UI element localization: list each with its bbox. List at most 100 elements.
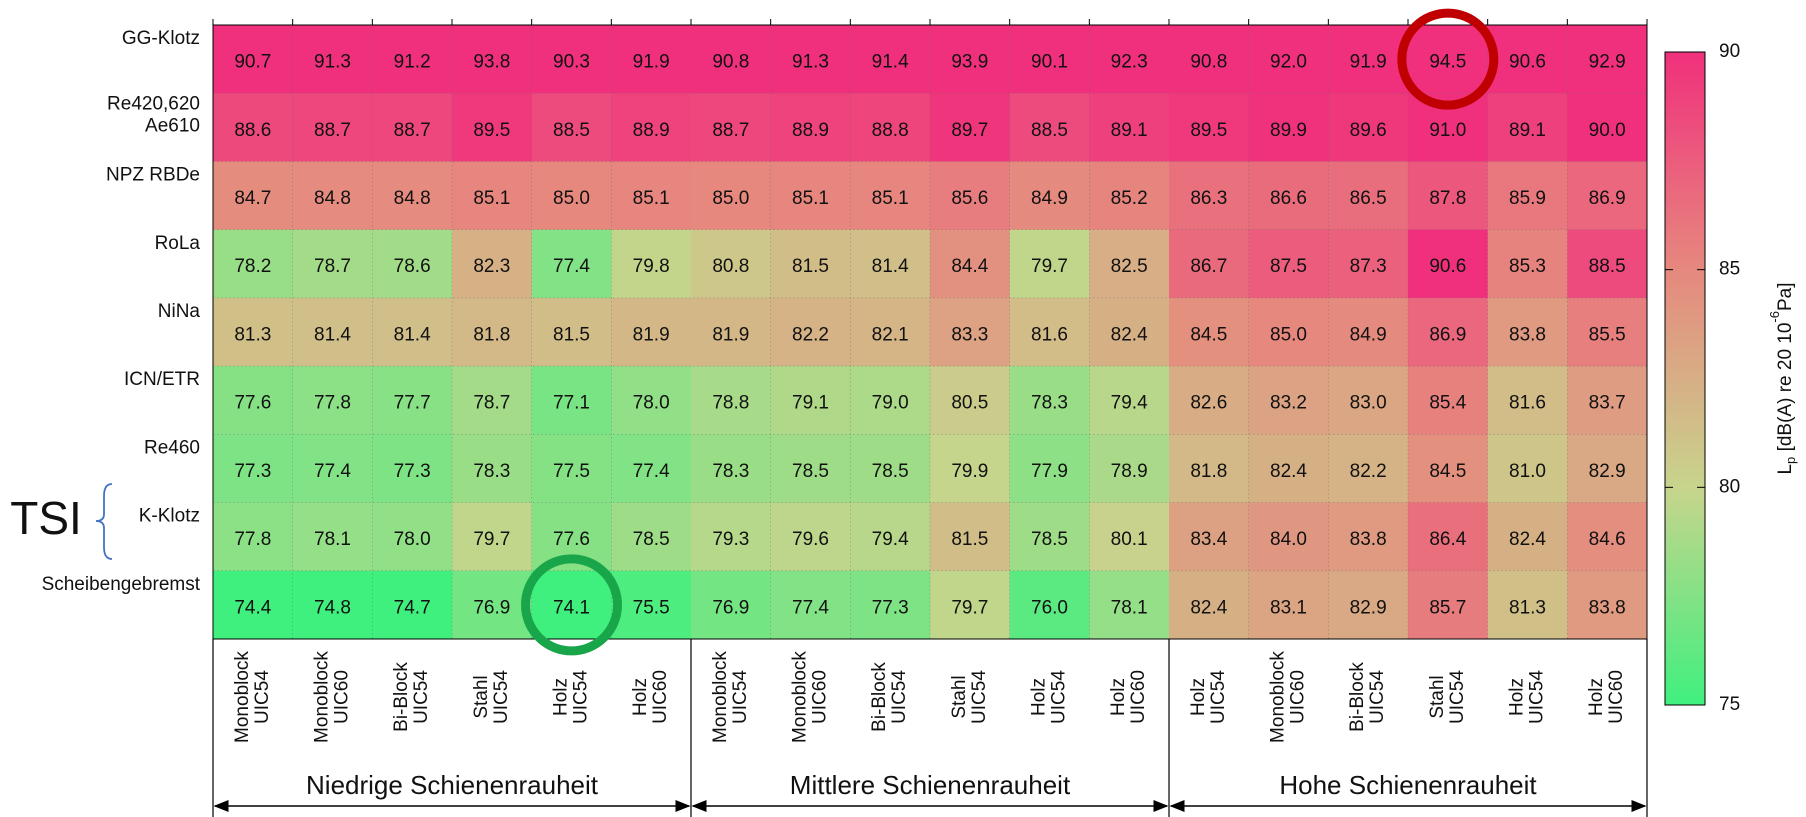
group-label: Mittlere Schienenrauheit [790, 770, 1071, 800]
value-label: 85.1 [633, 188, 670, 209]
x-tick-label: UIC54 [1208, 670, 1229, 724]
value-label: 91.4 [872, 52, 909, 73]
value-label: 78.8 [712, 393, 749, 414]
cell [292, 297, 373, 367]
value-label: 78.5 [872, 461, 909, 482]
cell [1009, 229, 1090, 299]
value-label: 90.0 [1589, 120, 1626, 141]
value-label: 85.6 [951, 188, 988, 209]
cell [691, 297, 772, 367]
cell [1009, 297, 1090, 367]
cell [452, 366, 533, 435]
group-label: Niedrige Schienenrauheit [306, 770, 599, 800]
value-label: 85.0 [1270, 324, 1307, 345]
cell [452, 570, 533, 640]
cell [850, 366, 931, 435]
row-label: Ae610 [145, 115, 200, 136]
x-tick-label: UIC54 [1447, 670, 1468, 724]
value-label: 84.4 [951, 256, 988, 277]
value-label: 87.8 [1429, 188, 1466, 209]
x-tick-label: Holz [551, 678, 572, 716]
cell [850, 570, 931, 640]
value-label: 86.7 [1190, 256, 1227, 277]
value-label: 81.6 [1031, 324, 1068, 345]
cell [1487, 93, 1568, 162]
cell [611, 502, 692, 572]
value-label: 86.3 [1190, 188, 1227, 209]
cell [611, 161, 692, 231]
value-label: 85.4 [1429, 393, 1466, 414]
value-label: 81.9 [712, 324, 749, 345]
value-label: 77.5 [553, 461, 590, 482]
value-label: 83.8 [1350, 529, 1387, 550]
cell [1408, 434, 1489, 504]
row-label: NPZ RBDe [106, 165, 200, 186]
cell [1089, 297, 1170, 367]
cell [452, 434, 533, 504]
cell [770, 161, 851, 231]
cell [1169, 434, 1250, 504]
value-label: 88.6 [234, 120, 271, 141]
cell [930, 93, 1011, 162]
value-label: 85.1 [872, 188, 909, 209]
value-label: 82.2 [792, 324, 829, 345]
cell [1009, 502, 1090, 572]
cell [1169, 93, 1250, 162]
plot-frame [212, 24, 1648, 640]
value-label: 78.1 [1111, 597, 1148, 618]
x-tick-label: Holz [1586, 678, 1607, 716]
cell [770, 25, 851, 94]
cell [1328, 366, 1409, 435]
value-label: 88.5 [553, 120, 590, 141]
value-label: 87.3 [1350, 256, 1387, 277]
x-tick-label: Stahl [1427, 675, 1448, 718]
value-label: 81.6 [1509, 393, 1546, 414]
value-label: 81.8 [473, 324, 510, 345]
cell [1567, 297, 1648, 367]
value-label: 76.9 [473, 597, 510, 618]
cell [1328, 297, 1409, 367]
value-label: 91.9 [633, 52, 670, 73]
cell [930, 229, 1011, 299]
value-label: 81.8 [1190, 461, 1227, 482]
x-tick-label: Holz [1029, 678, 1050, 716]
cell [1248, 229, 1329, 299]
value-label: 80.5 [951, 393, 988, 414]
row-label: Scheibengebremst [42, 574, 201, 595]
cell [213, 297, 294, 367]
cell [1169, 25, 1250, 94]
value-label: 81.5 [553, 324, 590, 345]
cell [1487, 161, 1568, 231]
x-tick-label: UIC54 [1367, 670, 1388, 724]
value-label: 85.7 [1429, 597, 1466, 618]
cell [1169, 570, 1250, 640]
cell [1328, 93, 1409, 162]
value-label: 79.0 [872, 393, 909, 414]
value-label: 77.1 [553, 393, 590, 414]
value-label: 79.3 [712, 529, 749, 550]
value-label: 85.9 [1509, 188, 1546, 209]
value-label: 88.7 [712, 120, 749, 141]
value-label: 82.4 [1190, 597, 1227, 618]
cell [1089, 366, 1170, 435]
value-label: 78.7 [473, 393, 510, 414]
cell [1248, 297, 1329, 367]
cell [930, 434, 1011, 504]
x-tick-label: Monoblock [710, 651, 731, 743]
x-tick-label: UIC54 [252, 670, 273, 724]
cell [531, 434, 612, 504]
value-label: 92.3 [1111, 52, 1148, 73]
cell [691, 229, 772, 299]
value-label: 79.7 [473, 529, 510, 550]
cell [213, 93, 294, 162]
cell [1089, 93, 1170, 162]
value-label: 86.9 [1429, 324, 1466, 345]
value-label: 91.2 [394, 52, 431, 73]
cell [850, 434, 931, 504]
x-tick-label: UIC60 [1606, 670, 1627, 724]
cell [372, 161, 453, 231]
cell [770, 502, 851, 572]
cell [213, 366, 294, 435]
value-label: 82.4 [1509, 529, 1546, 550]
x-tick-label: UIC54 [411, 670, 432, 724]
